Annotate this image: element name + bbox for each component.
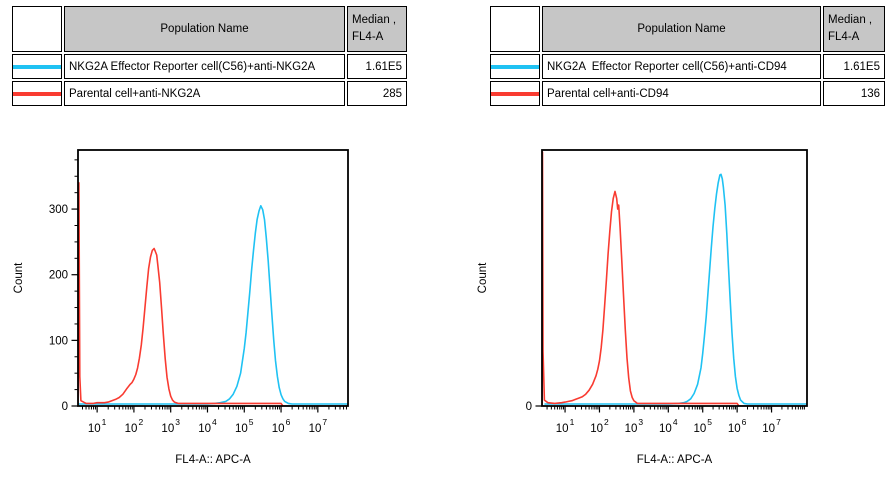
- histogram-anti-nkg2a: 101 102 103 104 105 106 107 0 100 200 300 Count FL4-…: [13, 149, 349, 466]
- y-tick-label: 0: [62, 401, 68, 413]
- legend-table-right: Population Name Median , FL4-A NKG2A Effe…: [488, 4, 887, 108]
- x-tick-label: 107: [762, 417, 781, 435]
- effector-histogram-curve: [78, 205, 348, 405]
- x-tick-label: 104: [198, 417, 217, 435]
- x-tick-label: 105: [693, 417, 712, 435]
- plot-frame: [541, 149, 808, 407]
- y-tick-label: 0: [526, 401, 532, 413]
- effector-median-value: 1.61E5: [823, 54, 885, 79]
- x-axis-title: FL4-A:: APC-A: [637, 454, 713, 466]
- median-header-line2: FL4-A: [828, 31, 860, 43]
- x-tick-label: 105: [235, 417, 254, 435]
- x-tick-label: 104: [659, 417, 678, 435]
- x-tick-label: 106: [728, 417, 747, 435]
- median-header: Median , FL4-A: [347, 6, 407, 52]
- population-name-header: Population Name: [64, 6, 345, 52]
- legend-row-effector: NKG2A Effector Reporter cell(C56)+anti-C…: [490, 54, 885, 79]
- legend-table-left: Population Name Median , FL4-A NKG2A Effe…: [10, 4, 409, 108]
- parental-population-name: Parental cell+anti-NKG2A: [64, 81, 345, 106]
- legend-header-row: Population Name Median , FL4-A: [490, 6, 885, 52]
- population-name-header: Population Name: [542, 6, 821, 52]
- y-tick-label: 300: [49, 204, 68, 216]
- x-tick-label: 103: [625, 417, 644, 435]
- y-tick-label: 100: [49, 335, 68, 347]
- plot-frame: [77, 149, 349, 407]
- legend-corner-cell: [490, 6, 540, 52]
- x-tick-label: 101: [88, 417, 107, 435]
- legend-row-parental: Parental cell+anti-CD94 136: [490, 81, 885, 106]
- parental-median-value: 136: [823, 81, 885, 106]
- y-axis-title: Count: [477, 262, 489, 293]
- x-tick-label: 102: [125, 417, 144, 435]
- legend-row-parental: Parental cell+anti-NKG2A 285: [12, 81, 407, 106]
- median-header-line1: Median ,: [828, 14, 873, 27]
- parental-histogram-curve: [542, 151, 807, 406]
- x-tick-label: 106: [272, 417, 291, 435]
- legend-corner-cell: [12, 6, 62, 52]
- effector-histogram-curve: [544, 173, 807, 405]
- legend-header-row: Population Name Median , FL4-A: [12, 6, 407, 52]
- x-tick-label: 101: [556, 417, 575, 435]
- x-tick-label: 107: [309, 417, 328, 435]
- y-axis-title: Count: [13, 262, 25, 293]
- x-tick-label: 103: [161, 417, 180, 435]
- effector-swatch-cell: [490, 54, 540, 79]
- parental-swatch-cell: [12, 81, 62, 106]
- median-header-line2: FL4-A: [352, 31, 384, 43]
- median-header-line1: Median ,: [352, 14, 397, 27]
- parental-population-name: Parental cell+anti-CD94: [542, 81, 821, 106]
- effector-population-name: NKG2A Effector Reporter cell(C56)+anti-N…: [64, 54, 345, 79]
- effector-population-name: NKG2A Effector Reporter cell(C56)+anti-C…: [542, 54, 821, 79]
- parental-swatch-cell: [490, 81, 540, 106]
- effector-swatch-cell: [12, 54, 62, 79]
- parental-color-swatch: [491, 91, 539, 96]
- median-header: Median , FL4-A: [823, 6, 885, 52]
- parental-color-swatch: [13, 91, 61, 96]
- effector-color-swatch: [491, 64, 539, 69]
- parental-median-value: 285: [347, 81, 407, 106]
- x-tick-label: 102: [590, 417, 609, 435]
- y-tick-label: 200: [49, 270, 68, 282]
- x-axis-title: FL4-A:: APC-A: [175, 454, 251, 466]
- effector-median-value: 1.61E5: [347, 54, 407, 79]
- legend-row-effector: NKG2A Effector Reporter cell(C56)+anti-N…: [12, 54, 407, 79]
- parental-histogram-curve: [78, 181, 348, 406]
- effector-color-swatch: [13, 64, 61, 69]
